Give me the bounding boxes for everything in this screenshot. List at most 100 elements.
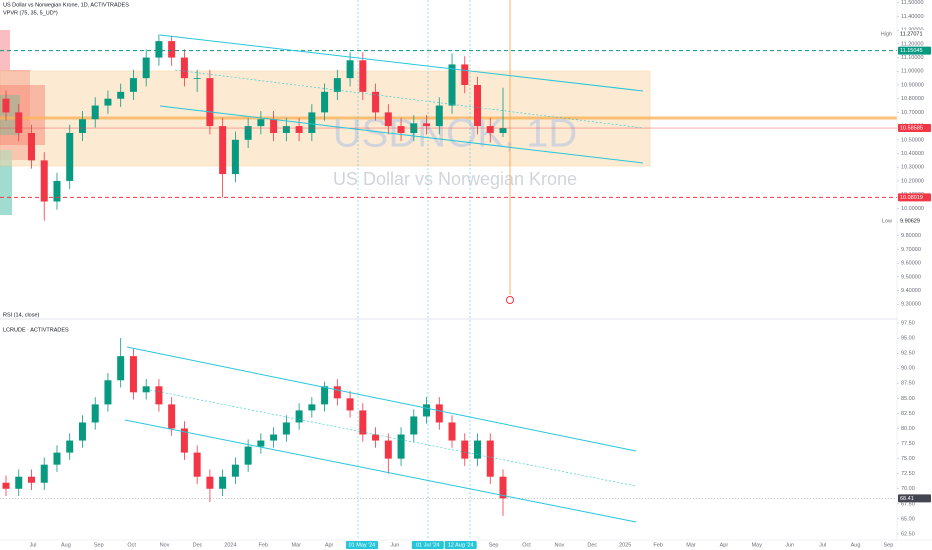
y-tick-label: 87.50 — [901, 381, 915, 387]
candle-body — [91, 105, 99, 120]
indicator-label: VPVR (75, 35, 5_UD*) — [3, 10, 58, 16]
candle-body — [295, 410, 303, 423]
candle-body — [257, 119, 265, 127]
level-label: 11.15045 — [900, 48, 923, 54]
candle-body — [282, 422, 290, 435]
x-tick-label: 01 May '24 — [349, 542, 376, 548]
x-tick-label: Nov — [160, 542, 170, 548]
x-tick-label: Mar — [686, 542, 696, 548]
y-tick-label: 10.50000 — [901, 137, 924, 143]
candle-body — [27, 132, 35, 161]
level-label-box — [898, 46, 931, 55]
y-tick-label: 9.30000 — [901, 302, 921, 308]
x-tick-label: 01 Jul '24 — [416, 542, 439, 548]
candle-body — [474, 440, 482, 459]
candle-body — [168, 404, 176, 429]
low-price-box — [898, 217, 931, 226]
level-label: 10.08019 — [900, 195, 923, 201]
y-tick-label: 95.00 — [901, 336, 915, 342]
candle-body — [308, 404, 316, 411]
candle-body — [117, 356, 125, 381]
candle-body — [423, 404, 431, 417]
x-tick-label: May — [752, 542, 763, 548]
candle-body — [78, 422, 86, 441]
x-tick-label: Jun — [390, 542, 399, 548]
event-icon[interactable] — [506, 296, 514, 304]
date-marker-box — [346, 541, 378, 549]
candle-body — [231, 464, 239, 477]
y-tick-label: 9.40000 — [901, 288, 921, 294]
candle-body — [129, 356, 137, 393]
y-tick-label: 10.30000 — [901, 165, 924, 171]
candle-body — [359, 60, 367, 92]
x-tick-label: Jul — [29, 542, 36, 548]
y-tick-label: 70.00 — [901, 486, 915, 492]
y-tick-label: 9.80000 — [901, 233, 921, 239]
y-tick-label: 97.50 — [901, 320, 915, 326]
x-tick-label: Sep — [489, 542, 499, 548]
x-tick-label: Jun — [785, 542, 794, 548]
x-tick-label: Sep — [884, 542, 894, 548]
x-tick-label: Nov — [555, 542, 565, 548]
candle-body — [15, 112, 23, 133]
pane-title: LCRUDE · ACTIVTRADES — [3, 327, 69, 333]
y-tick-label: 75.00 — [901, 456, 915, 462]
candle-body — [142, 57, 150, 79]
candle-body — [2, 98, 10, 113]
y-tick-label: 9.60000 — [901, 261, 921, 267]
x-tick-label: Apr — [720, 542, 729, 548]
candle-body — [499, 128, 507, 133]
y-tick-label: 11.40000 — [901, 14, 924, 20]
candle-body — [359, 410, 367, 435]
y-tick-label: 10.80000 — [901, 96, 924, 102]
y-tick-label: 65.00 — [901, 516, 915, 522]
candle-body — [346, 398, 354, 411]
candle-body — [219, 126, 227, 175]
x-tick-label: Apr — [325, 542, 334, 548]
y-tick-label: 10.00000 — [901, 206, 924, 212]
x-tick-label: 2025 — [619, 542, 631, 548]
candle-body — [142, 386, 150, 393]
candle-body — [231, 139, 239, 175]
x-tick-label: 2024 — [224, 542, 236, 548]
x-tick-label: Dec — [193, 542, 203, 548]
candle-body — [168, 41, 176, 58]
x-tick-label: Aug — [851, 542, 861, 548]
candle-body — [104, 98, 112, 106]
candle-body — [2, 482, 10, 489]
x-tick-label: Oct — [522, 542, 531, 548]
candle-body — [282, 126, 290, 133]
y-tick-label: 92.50 — [901, 351, 915, 357]
candle-body — [91, 404, 99, 423]
candle-body — [129, 78, 137, 92]
candle-body — [193, 452, 201, 477]
date-markers — [357, 0, 471, 540]
y-tick-label: 85.00 — [901, 396, 915, 402]
y-tick-label: 11.20000 — [901, 41, 924, 47]
x-tick-label: Oct — [127, 542, 136, 548]
level-label-box — [898, 193, 931, 202]
candle-body — [257, 440, 265, 447]
high-price: 11.27071 — [900, 32, 923, 38]
candle-body — [53, 180, 61, 202]
channel-top — [159, 34, 644, 164]
date-marker-box — [444, 541, 477, 549]
candle-body — [244, 446, 252, 465]
candle-body — [486, 126, 494, 133]
y-tick-label: 72.50 — [901, 471, 915, 477]
low-tag: Low — [882, 219, 892, 225]
candle-body — [193, 78, 201, 79]
low-price: 9.90629 — [900, 219, 920, 225]
candle-body — [474, 84, 482, 127]
candle-body — [180, 57, 188, 79]
candle-body — [410, 416, 418, 435]
candle-body — [180, 428, 188, 453]
candle-body — [15, 476, 23, 489]
candle-body — [27, 476, 35, 483]
y-tick-label: 10.90000 — [901, 82, 924, 88]
high-tag: High — [881, 32, 892, 38]
watermark-name: US Dollar vs Norwegian Krone — [333, 169, 577, 189]
candle-body — [270, 434, 278, 441]
candle-body — [321, 386, 329, 405]
candle-body — [448, 64, 456, 106]
